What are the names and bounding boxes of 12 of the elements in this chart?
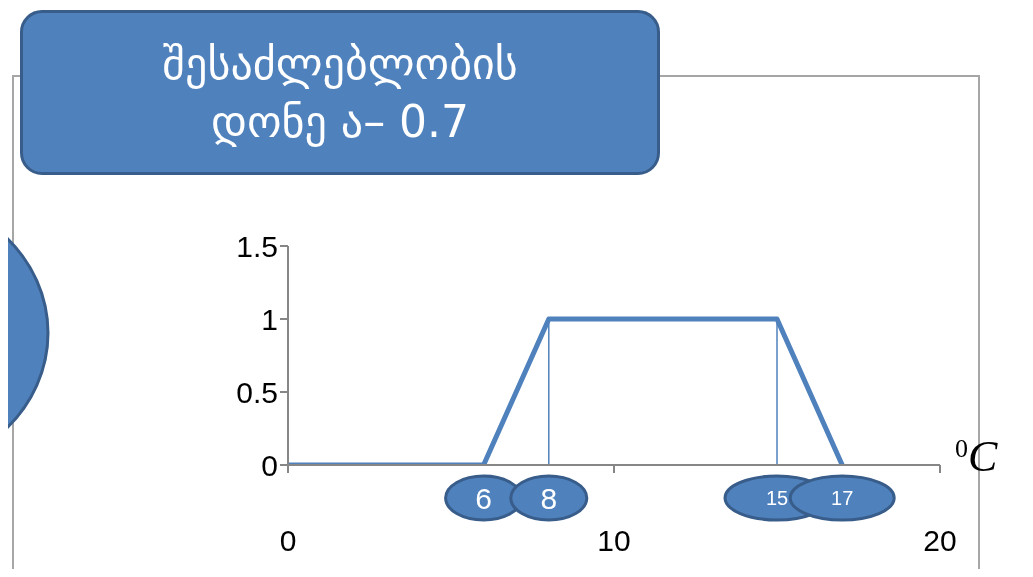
chart-title: შესაძლებლობის დონე ა– 0.7 <box>161 36 519 149</box>
x-axis-title: $^{0}$C <box>955 432 998 481</box>
x-tick-label: 10 <box>597 524 631 558</box>
annotation: 17 <box>831 487 854 509</box>
annotation: 6 <box>475 481 492 515</box>
y-tick-label: 1 <box>261 302 278 336</box>
y-tick-label: 1.5 <box>236 229 278 263</box>
y-tick-label: 0.5 <box>236 375 278 409</box>
annotation: 8 <box>540 481 558 515</box>
x-tick-label: 20 <box>923 524 957 558</box>
annotation: 15 <box>765 487 789 509</box>
y-tick-label: 0 <box>261 448 278 482</box>
